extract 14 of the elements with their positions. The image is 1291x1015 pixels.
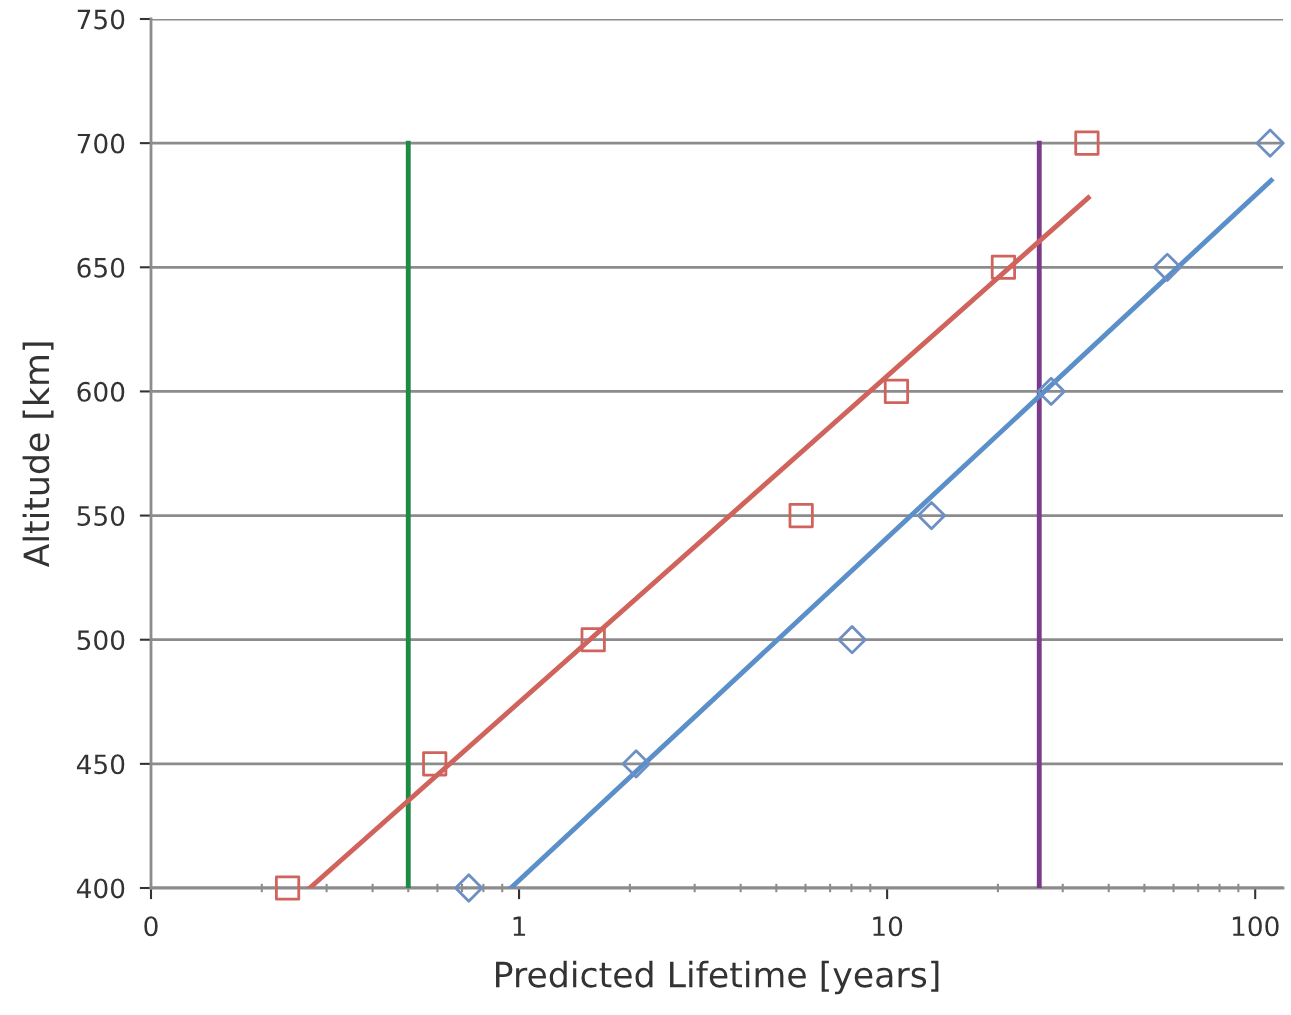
x-tick-label: 10 bbox=[873, 916, 903, 937]
y-tick-label: 750 bbox=[77, 9, 125, 30]
x-tick-label: 0 bbox=[144, 916, 158, 937]
x-tick-label: 1 bbox=[513, 916, 526, 936]
y-tick-label: 700 bbox=[77, 133, 125, 154]
y-tick-label: 500 bbox=[77, 630, 125, 651]
y-axis-title: Altitude [km] bbox=[22, 342, 54, 568]
y-tick-label: 600 bbox=[77, 381, 125, 402]
y-tick-label: 450 bbox=[76, 754, 125, 775]
y-tick-label: 550 bbox=[77, 506, 125, 526]
y-tick-label: 650 bbox=[77, 257, 125, 278]
x-axis-title: Predicted Lifetime [years] bbox=[496, 960, 939, 995]
x-tick-label: 100 bbox=[1232, 916, 1279, 937]
y-tick-label: 400 bbox=[76, 878, 125, 899]
